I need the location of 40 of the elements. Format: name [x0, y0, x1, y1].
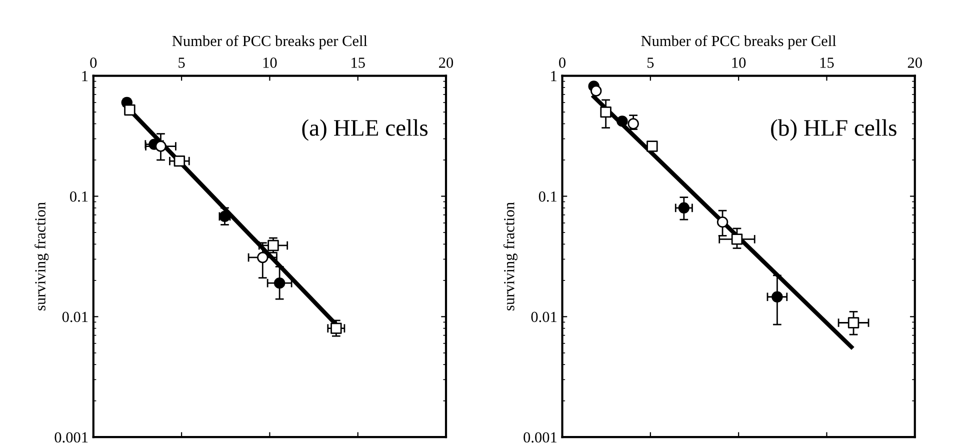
point [274, 277, 286, 289]
annotation: (b) HLF cells [771, 119, 896, 141]
x-tick-label: 0 [559, 58, 566, 68]
x-tick-label: 20 [908, 58, 922, 68]
point [174, 155, 186, 167]
point [628, 118, 639, 130]
x-tick-label: 15 [820, 58, 834, 68]
x-tick-label: 20 [439, 58, 454, 68]
point [155, 140, 166, 152]
y-tick-label: 1 [551, 71, 556, 82]
y-tick-label: 1 [82, 71, 88, 82]
point [330, 322, 342, 334]
x-tick-label: 10 [732, 58, 746, 68]
point [257, 252, 268, 264]
point [590, 85, 602, 96]
x-axis-title: Number of PCC breaks per Cell [641, 35, 836, 50]
annotation: (a) HLE cells [302, 119, 428, 141]
x-tick-label: 15 [352, 58, 365, 68]
point [616, 116, 628, 127]
point [646, 140, 658, 152]
x-axis-title: Number of PCC breaks per Cell [172, 35, 368, 50]
y-tick-label: 0.1 [70, 191, 88, 202]
y-tick-label: 0.001 [524, 432, 556, 443]
y-axis-title: surviving fraction [503, 202, 518, 310]
x-tick-label: 5 [178, 58, 185, 68]
point [731, 234, 743, 245]
point [600, 106, 612, 118]
y-tick-label: 0.001 [54, 432, 88, 443]
point [772, 291, 783, 302]
x-tick-label: 5 [647, 58, 654, 68]
y-tick-label: 0.01 [62, 312, 88, 322]
point [716, 216, 728, 228]
y-tick-label: 0.1 [538, 191, 556, 202]
x-tick-label: 10 [263, 58, 277, 68]
point [124, 104, 136, 116]
y-tick-label: 0.01 [531, 312, 556, 322]
y-axis-title: surviving fraction [34, 202, 49, 310]
point [678, 202, 690, 214]
point [848, 317, 860, 328]
x-tick-label: 0 [90, 58, 97, 68]
